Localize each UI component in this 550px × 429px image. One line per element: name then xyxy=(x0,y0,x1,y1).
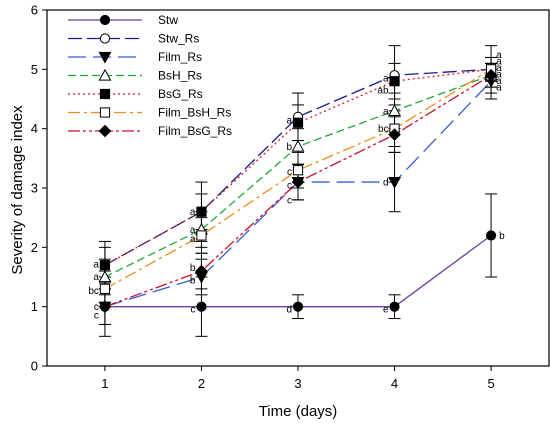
significance-letter: c xyxy=(94,302,99,313)
y-axis-ticks: 0 1 2 3 4 5 6 xyxy=(31,3,47,374)
legend-item-bsh-rs: BsH_Rs xyxy=(68,69,202,83)
x-axis-label: Time (days) xyxy=(259,403,338,420)
significance-letter: a xyxy=(190,234,196,245)
series-line xyxy=(104,74,492,308)
legend-item-film-bsh-rs: Film_BsH_Rs xyxy=(68,106,231,120)
significance-letter: a xyxy=(496,83,502,94)
data-point xyxy=(291,175,305,189)
markers-film-bsg-rs xyxy=(98,68,498,313)
y-tick-label: 3 xyxy=(31,181,38,196)
significance-letter: a xyxy=(190,207,196,218)
y-tick-label: 2 xyxy=(31,240,38,255)
series-line xyxy=(104,68,492,290)
significance-letter: a xyxy=(496,50,502,61)
series-line xyxy=(104,68,492,266)
legend-item-stw-rs: Stw_Rs xyxy=(68,32,199,46)
significance-letter: c xyxy=(287,167,292,178)
data-point xyxy=(195,264,208,278)
x-axis-ticks: 1 2 3 4 5 xyxy=(101,366,495,391)
data-point xyxy=(292,117,304,128)
data-point xyxy=(291,139,305,152)
significance-letter: a xyxy=(496,57,502,68)
data-point xyxy=(485,230,497,241)
legend-label: Film_BsG_Rs xyxy=(158,124,232,138)
significance-letter: a xyxy=(93,259,99,270)
significance-letter: d xyxy=(383,178,389,189)
legend-label: Film_BsH_Rs xyxy=(158,106,231,120)
legend-label: BsG_Rs xyxy=(158,87,203,101)
significance-letter: a xyxy=(496,63,502,74)
significance-letter: c xyxy=(287,181,292,192)
legend-item-bsg-rs: BsG_Rs xyxy=(68,87,203,101)
significance-letter: c xyxy=(94,310,99,321)
legend-swatch-marker xyxy=(98,124,112,138)
significance-letter: b xyxy=(499,231,505,242)
data-point xyxy=(389,76,400,87)
data-point xyxy=(292,301,304,312)
significance-letter: a xyxy=(383,74,389,85)
legend-swatch-marker xyxy=(98,51,112,64)
data-point xyxy=(99,283,111,294)
legend-item-film-bsg-rs: Film_BsG_Rs xyxy=(68,124,232,138)
data-point xyxy=(388,104,401,116)
significance-letter: ab xyxy=(377,86,389,97)
series-layer xyxy=(98,45,498,337)
series-stw-rs xyxy=(104,68,492,266)
x-tick-label: 1 xyxy=(101,376,108,391)
data-point xyxy=(292,165,304,176)
legend-swatch-marker xyxy=(98,68,112,81)
legend-label: BsH_Rs xyxy=(158,69,202,83)
significance-letter: bc xyxy=(88,286,99,297)
significance-letter: e xyxy=(383,305,389,316)
data-point xyxy=(196,206,207,217)
legend-swatch-marker xyxy=(99,88,111,100)
legend-item-stw: Stw xyxy=(68,13,178,27)
data-point xyxy=(98,270,112,283)
series-film-bsg-rs xyxy=(104,74,492,308)
significance-letter: bc xyxy=(378,124,389,135)
legend: Stw Stw_Rs Film_Rs BsH_Rs BsG_Rs Film_BsH_Rs F… xyxy=(68,13,232,138)
y-tick-label: 5 xyxy=(31,62,38,77)
x-tick-label: 3 xyxy=(294,376,301,391)
significance-letter: c xyxy=(287,195,292,206)
data-point xyxy=(196,230,207,241)
significance-letter: b xyxy=(286,142,292,153)
data-point xyxy=(484,68,498,82)
x-tick-label: 5 xyxy=(487,376,494,391)
data-point xyxy=(389,301,400,312)
y-tick-label: 6 xyxy=(31,3,38,18)
legend-swatch-marker xyxy=(99,14,111,26)
data-point xyxy=(98,300,112,313)
x-tick-label: 4 xyxy=(391,376,398,391)
significance-letter: b xyxy=(190,263,196,274)
significance-letter: b xyxy=(190,275,196,286)
legend-label: Stw xyxy=(158,13,178,27)
legend-swatch-marker xyxy=(99,33,111,44)
legend-item-film-rs: Film_Rs xyxy=(68,50,202,64)
significance-letter: a xyxy=(383,106,389,117)
data-point xyxy=(388,176,401,189)
series-film-bsh-rs xyxy=(104,68,492,290)
legend-swatch-marker xyxy=(99,107,111,118)
significance-letter: a xyxy=(286,115,292,126)
x-tick-label: 2 xyxy=(198,376,205,391)
y-tick-label: 0 xyxy=(31,359,38,374)
significance-letter: a xyxy=(496,76,502,87)
data-point xyxy=(388,128,401,141)
y-tick-label: 1 xyxy=(31,299,38,314)
legend-label: Film_Rs xyxy=(158,50,202,64)
y-axis-label: Severity of damage index xyxy=(9,105,26,275)
significance-letter: a xyxy=(496,70,502,81)
y-tick-label: 4 xyxy=(31,121,38,136)
legend-label: Stw_Rs xyxy=(158,32,199,46)
significance-letter: d xyxy=(286,305,292,316)
significance-letter: c xyxy=(190,305,195,316)
data-point xyxy=(196,301,207,312)
significance-letter: a xyxy=(93,272,99,283)
significance-letter: a xyxy=(190,225,196,236)
data-point xyxy=(99,260,111,271)
